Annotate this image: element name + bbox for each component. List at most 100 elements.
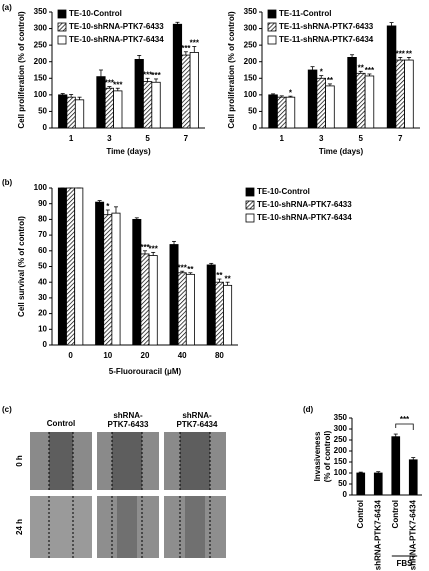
y-tick-label: 0 [43, 123, 48, 132]
bar [151, 81, 161, 129]
x-axis-label: 5-Fluorouracil (μM) [109, 367, 182, 376]
legend-label: TE-10-Control [257, 187, 310, 196]
significance-bracket [395, 423, 414, 430]
x-tick-label: 80 [215, 351, 224, 360]
significance-label: *** [149, 244, 159, 253]
y-tick-label: 150 [34, 73, 48, 82]
y-tick-label: 350 [244, 7, 258, 16]
y-tick-label: 200 [334, 446, 348, 455]
x-tick-label: 5 [359, 134, 364, 143]
y-tick-label: 100 [334, 468, 348, 477]
significance-label: ** [358, 63, 365, 72]
significance-label: *** [151, 71, 161, 80]
y-tick-label: 350 [34, 7, 48, 16]
bar [395, 59, 405, 129]
legend-swatch [57, 22, 67, 32]
bar [285, 96, 296, 129]
y-tick-label: 150 [334, 457, 348, 466]
significance-label: *** [178, 263, 188, 272]
bar [214, 281, 224, 346]
y-tick-label: 300 [34, 24, 48, 33]
significance-label: *** [181, 44, 191, 53]
significance-label: *** [365, 66, 375, 75]
row-label: 0 h [15, 455, 24, 467]
significance-label: * [289, 88, 293, 97]
bar [103, 214, 113, 346]
column-label: PTK7-6433 [108, 420, 149, 429]
bar [386, 25, 397, 129]
bar [57, 187, 67, 346]
y-tick-label: 70 [38, 230, 47, 239]
bar [185, 273, 195, 346]
y-tick-label: 50 [38, 262, 47, 271]
bar [404, 59, 414, 129]
y-tick-label: 100 [34, 183, 48, 192]
column-label: shRNA- [113, 411, 143, 420]
bar [169, 244, 179, 346]
column-label: PTK7-6434 [177, 420, 218, 429]
y-tick-label: 40 [38, 277, 47, 286]
legend-label: TE-10-Control [69, 9, 122, 18]
x-tick-label: shRNA-PTK7-6434 [373, 499, 382, 570]
bar [143, 81, 153, 129]
micrographs: Control shRNA- PTK7-6433 shRNA- PTK7-643… [15, 411, 226, 558]
bar [74, 99, 85, 129]
micrograph-image [30, 432, 226, 558]
significance-label: ** [406, 50, 413, 59]
bar [364, 75, 375, 129]
x-tick-label: 3 [107, 134, 112, 143]
bar [408, 459, 418, 496]
bar [140, 253, 150, 346]
bar [189, 52, 199, 129]
legend-swatch [245, 187, 255, 197]
group-label: FBS [397, 559, 414, 568]
legend-swatch [57, 35, 67, 45]
bar [172, 23, 183, 129]
x-tick-label: 3 [319, 134, 324, 143]
significance-label: *** [105, 79, 115, 88]
y-tick-label: 0 [43, 340, 48, 349]
y-tick-label: 250 [244, 40, 258, 49]
y-tick-label: 300 [244, 24, 258, 33]
bar [356, 72, 366, 129]
legend-swatch [57, 9, 67, 19]
x-axis-label: Time (days) [319, 147, 364, 156]
panel-label: (a) [2, 3, 12, 12]
legend-label: TE-10-shRNA-PTK7-6433 [69, 22, 164, 31]
panel-label: (c) [2, 405, 12, 414]
y-axis-label: Cell proliferation (% of control) [227, 11, 236, 129]
legend-label: TE-11-Control [279, 9, 331, 18]
x-tick-label: 20 [141, 351, 150, 360]
legend-label: TE-10-shRNA-PTK7-6434 [69, 35, 164, 44]
bar [325, 85, 335, 129]
x-tick-label: 5 [145, 134, 150, 143]
significance-label: *** [190, 39, 200, 48]
panel-label: (d) [303, 405, 314, 414]
significance-label: ** [187, 265, 194, 274]
bar [111, 212, 121, 346]
y-tick-label: 50 [248, 107, 257, 116]
row-label: 24 h [15, 519, 24, 535]
bar [74, 187, 84, 346]
column-label: shRNA- [182, 411, 212, 420]
x-tick-label: shRNA-PTK7-6434 [408, 499, 417, 570]
y-tick-label: 20 [38, 309, 47, 318]
y-tick-label: 0 [343, 490, 348, 499]
significance-label: ** [216, 271, 223, 280]
y-tick-label: 100 [34, 90, 48, 99]
significance-label: *** [400, 415, 410, 424]
bar [277, 96, 287, 129]
y-tick-label: 350 [334, 413, 348, 422]
significance-label: *** [396, 50, 406, 59]
bar [58, 94, 68, 129]
legend-swatch [267, 22, 277, 32]
y-tick-label: 300 [334, 424, 348, 433]
significance-label: *** [143, 70, 153, 79]
legend-label: TE-11-shRNA-PTK7-6433 [279, 22, 374, 31]
y-tick-label: 60 [38, 246, 47, 255]
bar [113, 90, 123, 129]
significance-label: ** [327, 76, 334, 85]
bar [181, 54, 191, 129]
bar [307, 69, 318, 129]
